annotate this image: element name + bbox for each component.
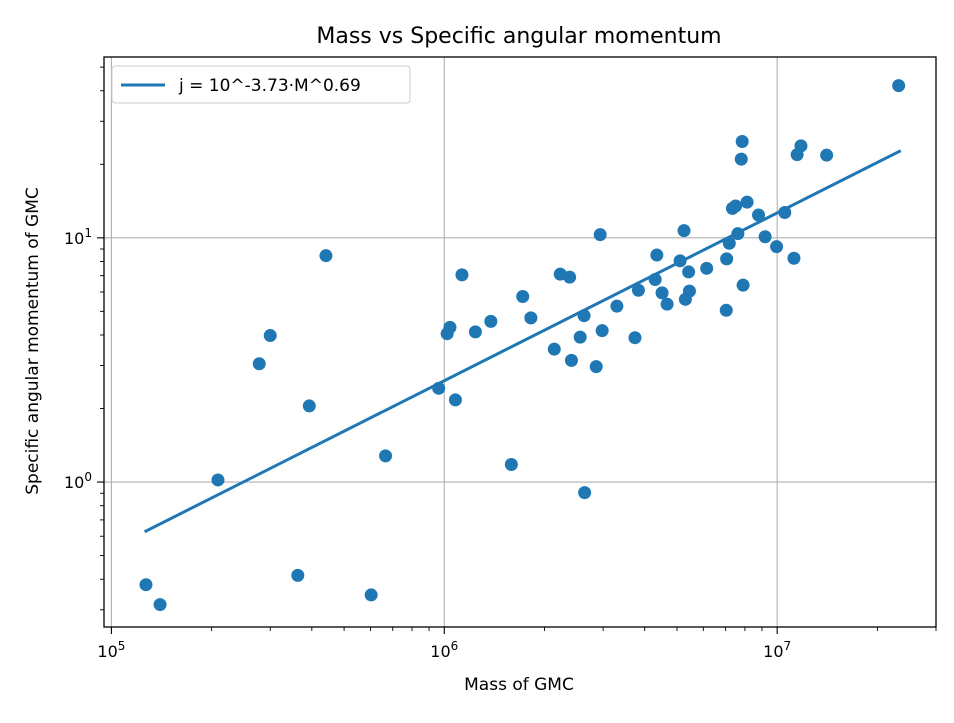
data-point [655,286,669,300]
data-point [139,578,153,592]
data-point [595,324,609,338]
data-point [211,473,225,487]
data-point [648,273,662,287]
data-point [577,309,591,323]
data-point [593,228,607,242]
x-tick-label: 107 [763,639,791,661]
data-point [153,598,167,612]
data-point [628,331,642,345]
data-point [660,297,674,311]
y-tick-label: 100 [64,470,92,492]
data-point [291,568,305,582]
data-point [589,360,603,374]
data-point [720,252,734,266]
data-point [564,353,578,367]
y-axis-label: Specific angular momentum of GMC [23,187,43,495]
data-point [731,227,745,241]
y-tick-label: 101 [64,226,92,248]
data-point [820,148,834,162]
data-point [379,449,393,463]
data-point [734,152,748,166]
data-point [677,224,691,238]
x-tick-label: 105 [97,639,125,661]
legend-label: j = 10^-3.73·M^0.69 [178,76,361,96]
data-point [504,458,518,472]
data-point [443,320,457,334]
data-point [524,311,538,325]
data-point [432,381,446,395]
data-point [722,236,736,250]
x-tick-label: 106 [430,639,458,661]
data-point [319,249,333,263]
data-point [682,284,696,298]
data-point [263,329,277,343]
data-point [735,134,749,148]
data-point [736,278,750,292]
legend: j = 10^-3.73·M^0.69 [111,65,411,104]
scatter-points [139,79,906,612]
data-point [547,342,561,356]
legend-box [111,65,411,104]
data-point [729,199,743,213]
data-point [364,588,378,602]
data-point [578,486,592,500]
data-point [448,393,462,407]
axis-ticks: 105 106 107 100 101 [64,66,937,661]
data-point [740,195,754,209]
data-point [563,270,577,284]
fit-line [143,149,902,534]
x-axis-label: Mass of GMC [464,675,574,695]
plot-frame [103,56,937,628]
fit-line-layer [143,149,902,534]
data-point [758,230,772,244]
data-point [752,208,766,222]
data-point [892,79,906,93]
data-point [673,254,687,268]
data-point [468,325,482,339]
data-point [252,357,266,371]
data-point [302,399,316,413]
data-point [700,261,714,275]
data-point [610,299,624,313]
data-point [682,265,696,279]
data-point [516,290,530,304]
data-point [631,283,645,297]
data-point [787,251,801,265]
data-point [484,314,498,328]
data-point [573,330,587,344]
chart-title: Mass vs Specific angular momentum [316,24,721,49]
data-point [778,205,792,219]
data-point [719,303,733,317]
data-point [455,268,469,282]
data-point [770,240,784,254]
data-point [650,248,664,262]
data-point [794,139,808,153]
